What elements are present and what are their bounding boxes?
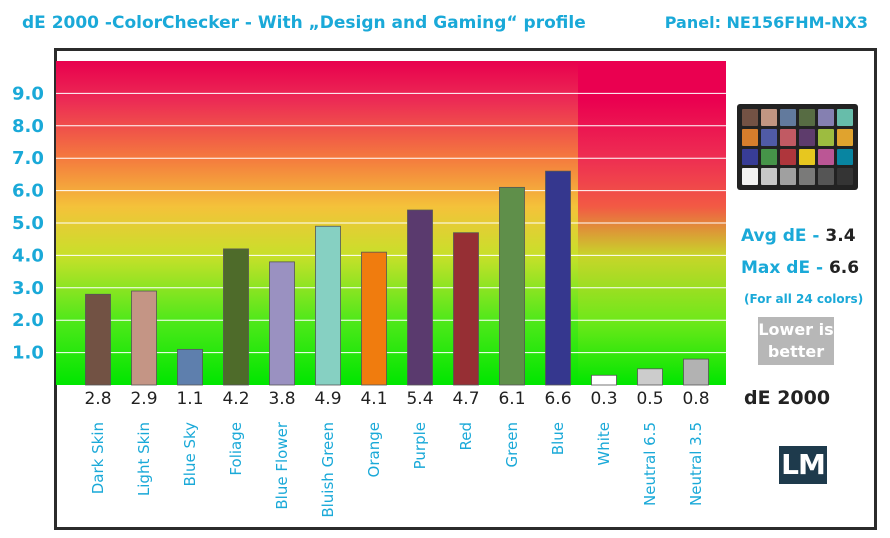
bar-value-label: 1.1 xyxy=(176,389,203,409)
bar-value-label: 0.8 xyxy=(682,389,709,409)
bar-value-label: 4.2 xyxy=(222,389,249,409)
bar-value-label: 6.1 xyxy=(498,389,525,409)
bar xyxy=(453,232,479,386)
x-category-label: Neutral 3.5 xyxy=(687,422,705,506)
color-swatch xyxy=(780,148,796,166)
y-tick-label: 2.0 xyxy=(12,310,44,331)
color-swatch xyxy=(818,109,834,126)
badge-line-1: Lower is xyxy=(758,320,834,339)
x-category-label: Purple xyxy=(411,422,429,469)
color-swatch xyxy=(742,148,758,166)
x-category-label: Dark Skin xyxy=(89,422,107,494)
bar-value-label: 2.9 xyxy=(130,389,157,409)
x-category-label: Orange xyxy=(365,422,383,477)
chart-title: dE 2000 -ColorChecker - With „Design and… xyxy=(22,13,586,33)
colorchecker-icon xyxy=(737,104,858,190)
chart-border xyxy=(54,48,877,530)
avg-de-value: 3.4 xyxy=(825,226,856,246)
bar xyxy=(591,374,617,386)
x-category-label: Blue xyxy=(549,422,567,455)
x-category-label: Bluish Green xyxy=(319,422,337,518)
x-category-label: Foliage xyxy=(227,422,245,476)
x-category-label: Light Skin xyxy=(135,422,153,496)
bar xyxy=(269,261,295,386)
bar-value-label: 2.8 xyxy=(84,389,111,409)
x-category-label: Green xyxy=(503,422,521,467)
x-category-label: White xyxy=(595,422,613,466)
max-de-label: Max dE - xyxy=(741,258,824,278)
color-swatch xyxy=(818,148,834,166)
color-swatch xyxy=(818,168,834,185)
avg-de-stat: Avg dE - 3.4 xyxy=(741,226,856,246)
color-swatch xyxy=(761,168,777,185)
bar xyxy=(545,170,571,386)
color-swatch xyxy=(818,128,834,146)
bar xyxy=(637,368,663,386)
color-swatch xyxy=(837,128,853,146)
y-tick-label: 7.0 xyxy=(12,148,44,169)
color-swatch xyxy=(761,148,777,166)
y-tick-label: 9.0 xyxy=(12,83,44,104)
lower-is-better-badge: Lower is better xyxy=(758,317,834,365)
y-tick-label: 4.0 xyxy=(12,245,44,266)
badge-line-2: better xyxy=(767,342,825,361)
y-tick-label: 8.0 xyxy=(12,116,44,137)
colors-note: (For all 24 colors) xyxy=(744,292,864,306)
color-swatch xyxy=(742,168,758,185)
bar xyxy=(131,290,157,386)
color-swatch xyxy=(780,128,796,146)
bar xyxy=(315,225,341,386)
y-tick-label: 1.0 xyxy=(12,343,44,364)
bar-value-label: 4.9 xyxy=(314,389,341,409)
bar xyxy=(177,348,203,386)
bar-value-label: 4.1 xyxy=(360,389,387,409)
color-swatch xyxy=(799,109,815,126)
color-swatch xyxy=(837,148,853,166)
color-swatch xyxy=(799,128,815,146)
bar xyxy=(361,251,387,386)
x-category-label: Neutral 6.5 xyxy=(641,422,659,506)
bar xyxy=(223,248,249,386)
metric-label: dE 2000 xyxy=(744,387,831,409)
bar-value-label: 4.7 xyxy=(452,389,479,409)
color-swatch xyxy=(799,148,815,166)
color-swatch xyxy=(780,168,796,185)
y-tick-label: 6.0 xyxy=(12,181,44,202)
x-category-label: Blue Flower xyxy=(273,421,291,509)
bar-value-label: 0.5 xyxy=(636,389,663,409)
max-de-value: 6.6 xyxy=(828,258,860,278)
bar xyxy=(499,186,525,386)
color-swatch xyxy=(799,168,815,185)
bar-value-label: 3.8 xyxy=(268,389,295,409)
bar xyxy=(85,293,111,386)
color-swatch xyxy=(761,109,777,126)
bar-value-label: 6.6 xyxy=(544,389,571,409)
bar xyxy=(683,358,709,386)
color-swatch xyxy=(742,109,758,126)
laptopmedia-logo: LM xyxy=(779,446,827,484)
color-swatch xyxy=(837,109,853,126)
bar-value-label: 0.3 xyxy=(590,389,617,409)
y-tick-label: 5.0 xyxy=(12,213,44,234)
color-swatch xyxy=(742,128,758,146)
color-swatch xyxy=(761,128,777,146)
avg-de-label: Avg dE - xyxy=(741,226,820,246)
bar-value-label: 5.4 xyxy=(406,389,433,409)
max-de-stat: Max dE - 6.6 xyxy=(741,258,859,278)
panel-label: Panel: NE156FHM-NX3 xyxy=(664,13,868,32)
color-swatch xyxy=(837,168,853,185)
color-swatch xyxy=(780,109,796,126)
bar xyxy=(407,209,433,386)
y-tick-label: 3.0 xyxy=(12,278,44,299)
x-category-label: Red xyxy=(457,422,475,451)
x-category-label: Blue Sky xyxy=(181,422,199,487)
